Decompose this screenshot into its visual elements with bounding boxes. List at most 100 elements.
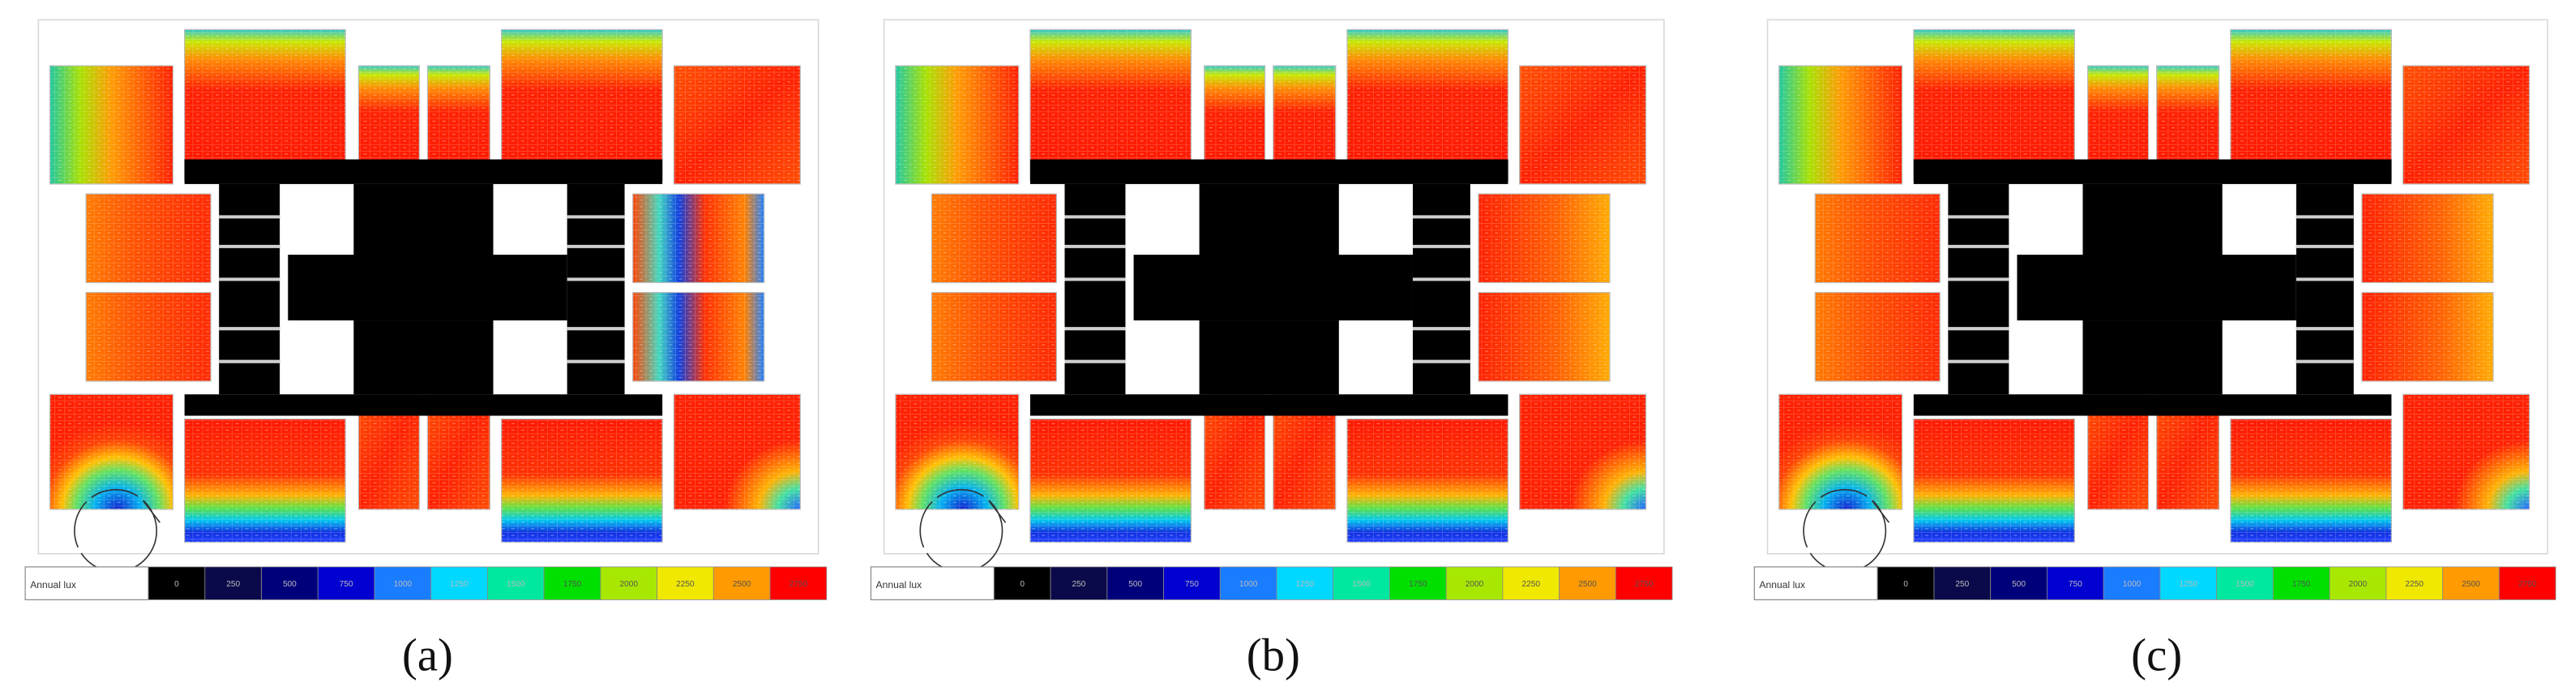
core-area [1913, 394, 2392, 416]
room-grid [895, 394, 1019, 510]
panel-label: (b) [1247, 630, 1300, 681]
legend-tick: 1750 [2292, 580, 2311, 589]
legend-tick: 0 [174, 580, 179, 589]
core-area [1199, 183, 1339, 256]
room-grid [2403, 394, 2530, 510]
legend-tick: 750 [340, 580, 353, 589]
legend-tick: 250 [1955, 580, 1969, 589]
core-area [567, 183, 625, 395]
legend-tick: 2500 [733, 580, 751, 589]
room-grid [1778, 66, 1902, 184]
legend-tick: 1500 [1352, 580, 1371, 589]
legend-tick: 1000 [2123, 580, 2142, 589]
legend-swatch [2329, 566, 2387, 600]
legend-swatch [1163, 566, 1221, 600]
legend-tick: 2000 [2349, 580, 2368, 589]
room-grid [86, 292, 212, 381]
legend-tick: 1750 [1409, 580, 1427, 589]
legend-tick: 750 [2069, 580, 2082, 589]
plan-outline [883, 19, 1665, 555]
core-area [1064, 183, 1126, 395]
room-grid [674, 394, 801, 510]
legend-swatch [374, 566, 432, 600]
room-grid [632, 292, 764, 381]
room-grid [1346, 419, 1508, 543]
room-grid [184, 419, 346, 543]
legend-tick: 1250 [450, 580, 469, 589]
room-grid [674, 66, 801, 184]
legend-swatch [1106, 566, 1164, 600]
legend-tick: 1500 [2236, 580, 2254, 589]
room-grid [1029, 419, 1192, 543]
legend-tick: 1000 [394, 580, 413, 589]
room-grid [2361, 194, 2493, 283]
core-area [184, 394, 663, 416]
legend-swatch [712, 566, 771, 600]
room-grid [1029, 29, 1192, 181]
legend-swatch [993, 566, 1051, 600]
legend-swatch [2442, 566, 2500, 600]
panel-label: (c) [2131, 630, 2182, 681]
core-area [288, 255, 567, 321]
core-area [1913, 159, 2392, 184]
legend-title: Annual lux [1759, 579, 1805, 590]
room-grid [86, 194, 212, 283]
room-grid [895, 66, 1019, 184]
core-area [1412, 183, 1470, 395]
core-area [1029, 159, 1508, 184]
legend-tick: 1500 [507, 580, 525, 589]
room-grid [1815, 292, 1941, 381]
core-area [1199, 320, 1339, 395]
legend-tick: 2000 [619, 580, 638, 589]
room-grid [931, 292, 1057, 381]
core-area [353, 320, 494, 395]
legend-tick: 500 [283, 580, 297, 589]
core-area [2017, 255, 2296, 321]
legend-title-box [870, 566, 995, 601]
core-area [1948, 183, 2009, 395]
core-area [353, 183, 494, 256]
core-area [1133, 255, 1413, 321]
legend-swatch [769, 566, 828, 600]
legend-swatch [1502, 566, 1560, 600]
highlight-pointer [143, 500, 160, 523]
legend-swatch [2272, 566, 2330, 600]
plan-outline [1766, 19, 2548, 555]
panel-label: (a) [402, 630, 453, 681]
legend-tick: 2500 [2462, 580, 2480, 589]
legend-tick: 500 [1128, 580, 1142, 589]
legend-swatch [1389, 566, 1447, 600]
room-grid [2230, 419, 2392, 543]
room-grid [632, 194, 764, 283]
legend-tick: 250 [226, 580, 240, 589]
legend-tick: 750 [1185, 580, 1199, 589]
room-grid [501, 419, 663, 543]
room-grid [1913, 419, 2075, 543]
legend-swatch [430, 566, 488, 600]
room-grid [49, 394, 173, 510]
room-grid [1913, 29, 2075, 181]
legend-swatch [317, 566, 375, 600]
room-grid [184, 29, 346, 181]
panel: Annual lux 0 250 500 750 1000 1250 1500 1750 2000… [24, 19, 828, 681]
legend-swatch [1333, 566, 1390, 600]
panel: Annual lux 0 250 500 750 1000 1250 1500 1750 2000… [870, 19, 1673, 681]
room-grid [1478, 194, 1611, 283]
room-grid [1519, 66, 1646, 184]
legend-tick: 2500 [1578, 580, 1597, 589]
legend-swatch [543, 566, 601, 600]
plan-outline [37, 19, 819, 555]
core-area [2082, 320, 2223, 395]
legend-swatch [1615, 566, 1673, 600]
legend-swatch [1933, 566, 1992, 600]
legend-swatch [487, 566, 545, 600]
legend-swatch [2159, 566, 2218, 600]
room-grid [2403, 66, 2530, 184]
core-area [2082, 183, 2223, 256]
legend-tick: 0 [1903, 580, 1908, 589]
room-grid [1778, 394, 1902, 510]
core-area [184, 159, 663, 184]
legend-swatch [1559, 566, 1616, 600]
legend-swatch [2047, 566, 2104, 600]
